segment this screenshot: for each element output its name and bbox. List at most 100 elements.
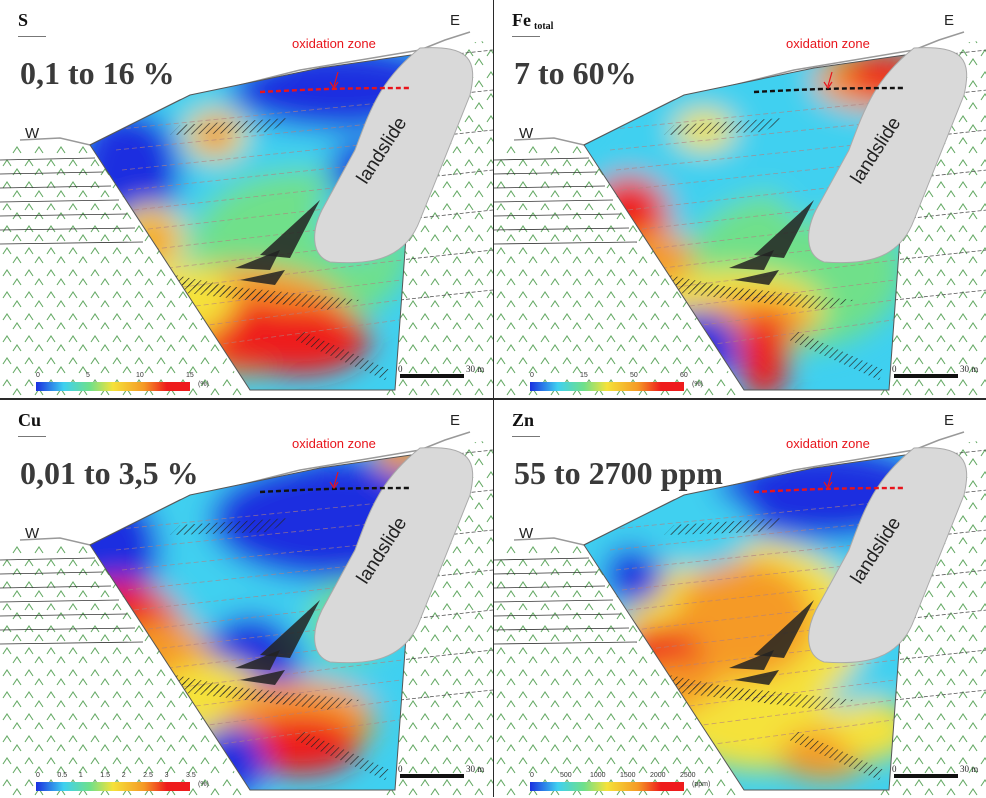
colorbar-ticks: 0 0.5 1 1.5 2 2.5 3 3.5 (36, 772, 196, 781)
concentration-range: 0,01 to 3,5 % (20, 455, 199, 491)
scale-label: 30 m (466, 364, 485, 374)
colorbar-tick-label: 0 (530, 772, 534, 779)
east-label: E (944, 412, 955, 429)
scale-bar: 0 30 m (398, 364, 484, 382)
scale-bar: 0 30 m (892, 364, 978, 382)
element-name: S (18, 10, 29, 30)
colorbar-tick-label: 1500 (620, 772, 636, 779)
element-name: Fe (512, 10, 531, 30)
landslide-area (808, 47, 968, 264)
colorbar-tick-label: 0 (36, 372, 40, 379)
colorbar-tick-label: 2.5 (143, 772, 153, 779)
element-name: Cu (18, 410, 42, 430)
scale-bar-line (400, 774, 464, 778)
colorbar-unit: (%) (198, 381, 209, 388)
map-canvas (494, 31, 986, 398)
element-underline (18, 36, 46, 37)
scale-bar-line (894, 374, 958, 378)
colorbar-unit: (%) (692, 381, 703, 388)
element-symbol: S (18, 10, 28, 31)
landslide-area (314, 447, 474, 664)
colorbar-ticks: 0 5 10 15 (36, 372, 196, 381)
oxidation-zone-boundary (259, 86, 411, 94)
colorbar-tick-label: 10 (136, 372, 144, 379)
map-canvas (0, 31, 493, 398)
colorbar-tick-label: 15 (580, 372, 588, 379)
colorbar-tick-label: 0 (530, 372, 534, 379)
horizontal-divider (0, 398, 986, 400)
scale-zero: 0 (892, 364, 897, 374)
landslide-area (808, 447, 968, 664)
colorbar (36, 382, 190, 391)
colorbar-tick-label: 1 (78, 772, 83, 779)
oxidation-zone-label: oxidation zone (292, 436, 376, 451)
oxidation-zone-boundary (753, 86, 905, 94)
colorbar-tick-label: 2 (121, 772, 126, 779)
oxidation-zone-label: oxidation zone (292, 36, 376, 51)
colorbar-unit: (%) (198, 781, 209, 788)
west-label: W (25, 125, 40, 142)
element-name: Zn (512, 410, 535, 430)
west-label: W (25, 525, 40, 542)
element-underline (512, 36, 540, 37)
scale-zero: 0 (398, 364, 403, 374)
colorbar-tick-label: 0 (36, 772, 40, 779)
host-rock-hatching (0, 40, 493, 398)
east-label: E (450, 12, 461, 29)
colorbar-tick-label: 15 (186, 372, 194, 379)
scale-label: 30 m (466, 764, 485, 774)
colorbar-tick-label: 0.5 (57, 772, 68, 779)
scale-bar-line (400, 374, 464, 378)
colorbar (530, 782, 684, 791)
west-label: W (519, 525, 534, 542)
colorbar-tick-label: 60 (680, 372, 688, 379)
colorbar-unit: (ppm) (692, 781, 711, 788)
concentration-range: 7 to 60% (514, 55, 637, 91)
map-canvas (494, 431, 986, 798)
oxidation-zone-boundary (259, 486, 411, 494)
colorbar-tick-label: 5 (86, 372, 90, 379)
east-label: E (450, 412, 461, 429)
host-rock-hatching (494, 440, 986, 798)
oxidation-zone-label: oxidation zone (786, 436, 870, 451)
concentration-range: 0,1 to 16 % (20, 55, 175, 91)
element-underline (512, 436, 540, 437)
east-label: E (944, 12, 955, 29)
colorbar-tick-label: 50 (630, 372, 638, 379)
colorbar (36, 782, 190, 791)
colorbar-tick-label: 500 (560, 772, 572, 779)
concentration-range: 55 to 2700 ppm (514, 455, 723, 491)
scale-zero: 0 (398, 764, 403, 774)
colorbar-tick-label: 2500 (680, 772, 696, 779)
scale-bar-line (894, 774, 958, 778)
oxidation-zone-boundary (753, 486, 905, 494)
host-rock-hatching (0, 440, 493, 798)
west-label: W (519, 125, 534, 142)
host-rock-hatching (494, 40, 986, 398)
scale-label: 30 m (960, 764, 979, 774)
scale-bar: 0 30 m (892, 764, 978, 782)
element-symbol: Cu (18, 410, 41, 431)
element-underline (18, 436, 46, 437)
colorbar (530, 382, 684, 391)
element-symbol: Fe total (512, 10, 553, 32)
colorbar-ticks: 0 500 1000 1500 2000 2500 (530, 772, 696, 781)
colorbar-ticks: 0 15 50 60 (530, 372, 690, 381)
scale-zero: 0 (892, 764, 897, 774)
colorbar-tick-label: 1000 (590, 772, 606, 779)
element-subscript: total (533, 21, 554, 32)
colorbar-tick-label: 1.5 (100, 772, 111, 779)
oxidation-zone-label: oxidation zone (786, 36, 870, 51)
colorbar-tick-label: 3 (164, 772, 169, 779)
scale-label: 30 m (960, 364, 979, 374)
map-canvas (0, 431, 493, 798)
scale-bar: 0 30 m (398, 764, 484, 782)
colorbar-tick-label: 3.5 (186, 772, 196, 779)
colorbar-tick-label: 2000 (650, 772, 666, 779)
landslide-area (314, 47, 474, 264)
element-symbol: Zn (512, 410, 534, 431)
